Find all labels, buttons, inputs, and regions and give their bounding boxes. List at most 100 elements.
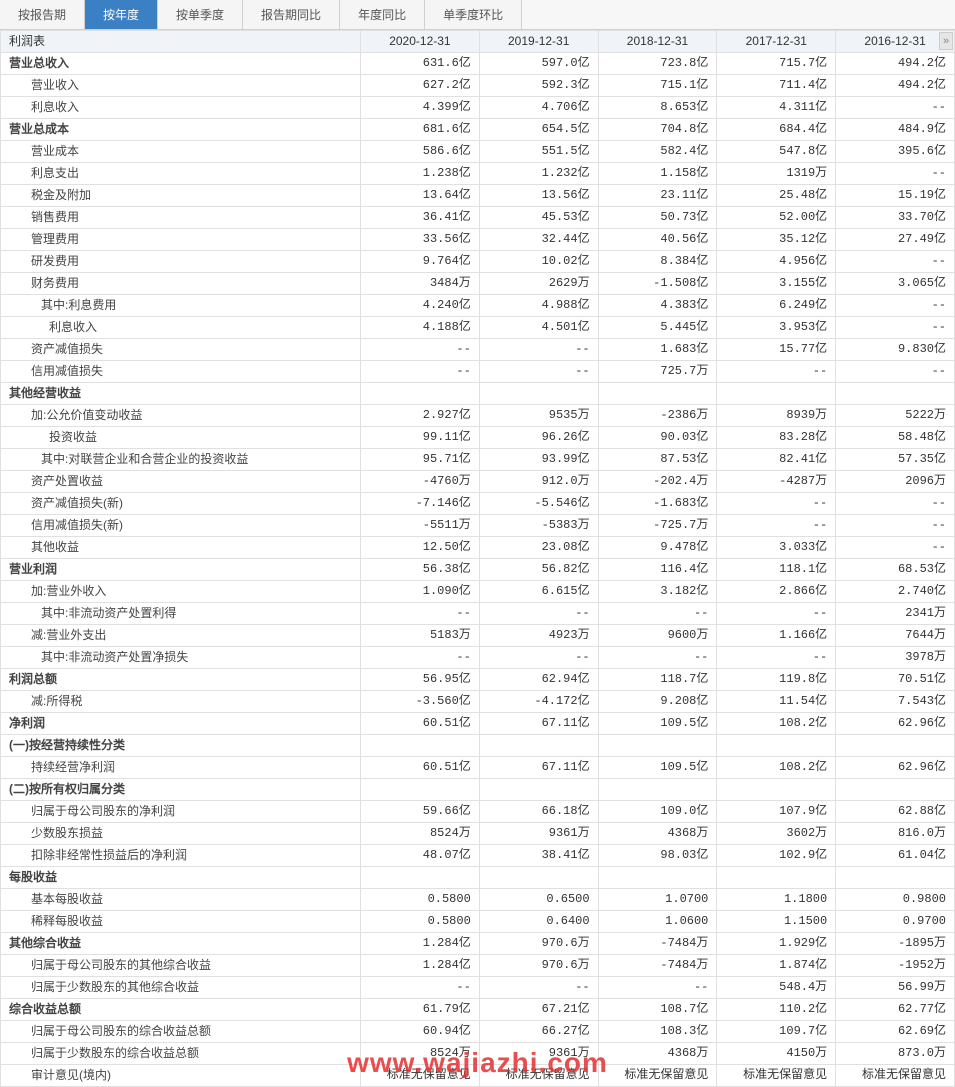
cell-value: 52.00亿 xyxy=(717,207,836,229)
cell-value: -- xyxy=(836,295,955,317)
cell-value: 395.6亿 xyxy=(836,141,955,163)
cell-value: -202.4万 xyxy=(598,471,717,493)
cell-value: 107.9亿 xyxy=(717,801,836,823)
cell-value: 67.11亿 xyxy=(479,713,598,735)
cell-value: 23.11亿 xyxy=(598,185,717,207)
row-label: 营业总成本 xyxy=(1,119,361,141)
cell-value: 1.0700 xyxy=(598,889,717,911)
cell-value: -- xyxy=(836,317,955,339)
cell-value: 3602万 xyxy=(717,823,836,845)
table-row: 利息收入4.399亿4.706亿8.653亿4.311亿-- xyxy=(1,97,955,119)
tab-quarter-qoq[interactable]: 单季度环比 xyxy=(425,0,522,29)
table-row: 资产处置收益-4760万912.0万-202.4万-4287万2096万 xyxy=(1,471,955,493)
cell-value xyxy=(717,867,836,889)
cell-value: 4368万 xyxy=(598,823,717,845)
cell-value: -- xyxy=(361,647,480,669)
cell-value: 61.04亿 xyxy=(836,845,955,867)
cell-value: 0.6500 xyxy=(479,889,598,911)
cell-value: 1.284亿 xyxy=(361,955,480,977)
cell-value: 9.208亿 xyxy=(598,691,717,713)
row-label: 净利润 xyxy=(1,713,361,735)
row-label: 其他综合收益 xyxy=(1,933,361,955)
table-row: 其中:对联营企业和合营企业的投资收益95.71亿93.99亿87.53亿82.4… xyxy=(1,449,955,471)
cell-value: 108.2亿 xyxy=(717,713,836,735)
cell-value: 8.384亿 xyxy=(598,251,717,273)
table-body: 营业总收入631.6亿597.0亿723.8亿715.7亿494.2亿营业收入6… xyxy=(1,53,955,1087)
table-row: 减:营业外支出5183万4923万9600万1.166亿7644万 xyxy=(1,625,955,647)
cell-value: 1.0600 xyxy=(598,911,717,933)
cell-value: -1952万 xyxy=(836,955,955,977)
cell-value: 67.21亿 xyxy=(479,999,598,1021)
row-label: 研发费用 xyxy=(1,251,361,273)
row-label: 其他收益 xyxy=(1,537,361,559)
cell-value: -- xyxy=(479,977,598,999)
cell-value: 4.988亿 xyxy=(479,295,598,317)
cell-value: 3978万 xyxy=(836,647,955,669)
cell-value: 582.4亿 xyxy=(598,141,717,163)
row-label: 资产处置收益 xyxy=(1,471,361,493)
cell-value: 36.41亿 xyxy=(361,207,480,229)
cell-value xyxy=(479,867,598,889)
cell-value: 1.232亿 xyxy=(479,163,598,185)
scroll-right-icon[interactable]: » xyxy=(939,32,953,50)
cell-value: -1.683亿 xyxy=(598,493,717,515)
cell-value: 723.8亿 xyxy=(598,53,717,75)
cell-value: 4.188亿 xyxy=(361,317,480,339)
cell-value: 56.95亿 xyxy=(361,669,480,691)
cell-value: 1.166亿 xyxy=(717,625,836,647)
cell-value: 0.5800 xyxy=(361,889,480,911)
cell-value: 592.3亿 xyxy=(479,75,598,97)
cell-value: 711.4亿 xyxy=(717,75,836,97)
table-row: 基本每股收益0.58000.65001.07001.18000.9800 xyxy=(1,889,955,911)
cell-value: 9361万 xyxy=(479,823,598,845)
cell-value: 5222万 xyxy=(836,405,955,427)
cell-value: 33.56亿 xyxy=(361,229,480,251)
cell-value: 1.683亿 xyxy=(598,339,717,361)
cell-value: 3.033亿 xyxy=(717,537,836,559)
row-label: 归属于少数股东的其他综合收益 xyxy=(1,977,361,999)
cell-value: 68.53亿 xyxy=(836,559,955,581)
row-label: 加:公允价值变动收益 xyxy=(1,405,361,427)
tab-report-yoy[interactable]: 报告期同比 xyxy=(243,0,340,29)
table-row: (二)按所有权归属分类 xyxy=(1,779,955,801)
table-row: 归属于少数股东的综合收益总额8524万9361万4368万4150万873.0万 xyxy=(1,1043,955,1065)
cell-value: 12.50亿 xyxy=(361,537,480,559)
tab-by-report-period[interactable]: 按报告期 xyxy=(0,0,85,29)
cell-value: -- xyxy=(361,977,480,999)
cell-value: -- xyxy=(598,647,717,669)
row-label: 利息收入 xyxy=(1,317,361,339)
table-row: 审计意见(境内)标准无保留意见标准无保留意见标准无保留意见标准无保留意见标准无保… xyxy=(1,1065,955,1087)
period-col-4: 2016-12-31 xyxy=(836,31,955,53)
cell-value: 873.0万 xyxy=(836,1043,955,1065)
cell-value: 62.96亿 xyxy=(836,713,955,735)
tab-by-quarter[interactable]: 按单季度 xyxy=(158,0,243,29)
table-row: 税金及附加13.64亿13.56亿23.11亿25.48亿15.19亿 xyxy=(1,185,955,207)
cell-value: 13.64亿 xyxy=(361,185,480,207)
row-label: 利息收入 xyxy=(1,97,361,119)
cell-value: 109.5亿 xyxy=(598,757,717,779)
cell-value: -- xyxy=(479,361,598,383)
cell-value: 2341万 xyxy=(836,603,955,625)
table-row: 资产减值损失(新)-7.146亿-5.546亿-1.683亿---- xyxy=(1,493,955,515)
cell-value: 654.5亿 xyxy=(479,119,598,141)
table-row: 其他经营收益 xyxy=(1,383,955,405)
cell-value: -- xyxy=(598,977,717,999)
cell-value xyxy=(836,779,955,801)
cell-value: 61.79亿 xyxy=(361,999,480,1021)
cell-value: 87.53亿 xyxy=(598,449,717,471)
cell-value xyxy=(717,383,836,405)
cell-value: -- xyxy=(836,537,955,559)
row-label: 归属于母公司股东的净利润 xyxy=(1,801,361,823)
cell-value: 56.99万 xyxy=(836,977,955,999)
cell-value: -7484万 xyxy=(598,955,717,977)
cell-value: 27.49亿 xyxy=(836,229,955,251)
tab-year-yoy[interactable]: 年度同比 xyxy=(340,0,425,29)
cell-value: 48.07亿 xyxy=(361,845,480,867)
table-row: 营业利润56.38亿56.82亿116.4亿118.1亿68.53亿 xyxy=(1,559,955,581)
cell-value: -7.146亿 xyxy=(361,493,480,515)
cell-value: 96.26亿 xyxy=(479,427,598,449)
table-row: 财务费用3484万2629万-1.508亿3.155亿3.065亿 xyxy=(1,273,955,295)
tab-by-year[interactable]: 按年度 xyxy=(85,0,158,29)
cell-value: 4.311亿 xyxy=(717,97,836,119)
cell-value: 62.77亿 xyxy=(836,999,955,1021)
